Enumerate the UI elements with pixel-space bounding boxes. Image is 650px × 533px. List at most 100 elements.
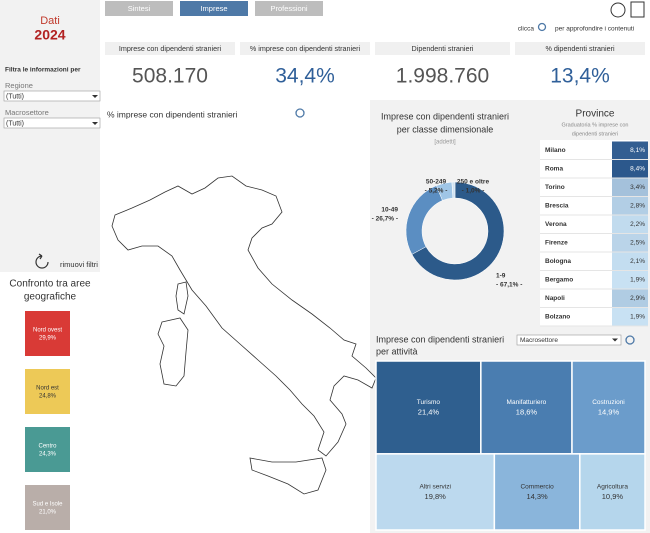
donut-segment bbox=[411, 181, 505, 281]
province-label: 1,9% bbox=[630, 277, 645, 284]
treemap-name: Altri servizi bbox=[419, 484, 450, 491]
province-cell bbox=[612, 215, 648, 233]
province-cell bbox=[612, 234, 648, 252]
kpi-label: % dipendenti stranieri bbox=[545, 44, 615, 53]
filter-value: (Tutti) bbox=[6, 120, 24, 127]
province-subtitle: dipendenti stranieri bbox=[572, 131, 618, 137]
filter-dropdown[interactable] bbox=[3, 117, 101, 129]
filter-label: Macrosettore bbox=[5, 108, 49, 117]
donut-label: - 1,0% - bbox=[462, 188, 485, 195]
font-icon[interactable] bbox=[630, 1, 645, 18]
donut-name: 10-49 bbox=[381, 207, 398, 214]
dropdown-arrow bbox=[92, 95, 98, 98]
compare-title: geografiche bbox=[24, 292, 77, 303]
kpi-value: 508.170 bbox=[132, 65, 208, 88]
province-name: Bolzano bbox=[545, 314, 570, 321]
province-label: 8,1% bbox=[630, 147, 645, 154]
area-box[interactable] bbox=[25, 485, 70, 530]
province-cell bbox=[612, 197, 648, 215]
kpi-label: Dipendenti stranieri bbox=[412, 44, 474, 53]
kpi-label-bg bbox=[375, 42, 510, 55]
province-label: 8,4% bbox=[630, 166, 645, 173]
treemap-cell[interactable] bbox=[493, 453, 581, 531]
kpi-value: 13,4% bbox=[550, 65, 610, 88]
donut-title: per classe dimensionale bbox=[397, 124, 494, 134]
province-name: Bologna bbox=[545, 258, 571, 265]
treemap-cell[interactable] bbox=[480, 360, 573, 455]
treemap-name: Manifatturiero bbox=[507, 399, 547, 406]
hint-before: clicca bbox=[518, 26, 535, 33]
italy-map bbox=[111, 175, 377, 495]
map-search-icon[interactable] bbox=[295, 108, 305, 118]
tab[interactable] bbox=[180, 1, 248, 16]
province-name: Brescia bbox=[545, 203, 569, 210]
treemap-cell[interactable] bbox=[579, 453, 646, 531]
province-cell bbox=[612, 289, 648, 307]
province-name: Torino bbox=[545, 184, 565, 191]
tab-label[interactable]: Imprese bbox=[200, 4, 227, 13]
treemap-name: Agricoltura bbox=[597, 484, 628, 491]
filter-heading: Filtra le informazioni per bbox=[5, 67, 81, 74]
tab-label[interactable]: Sintesi bbox=[128, 4, 151, 13]
area-name: Nord est bbox=[36, 386, 59, 392]
province-name: Verona bbox=[545, 221, 567, 228]
filter-dropdown[interactable] bbox=[3, 90, 101, 102]
province-cell bbox=[612, 271, 648, 289]
treemap-name: Commercio bbox=[520, 484, 554, 491]
area-name: Nord ovest bbox=[33, 328, 62, 334]
treemap-title: per attività bbox=[376, 346, 418, 356]
reset-icon[interactable] bbox=[35, 253, 49, 269]
province-name: Milano bbox=[545, 147, 566, 154]
province-label: 2,2% bbox=[630, 221, 645, 228]
reset-label[interactable]: rimuovi filtri bbox=[60, 260, 98, 269]
kpi-label: % imprese con dipendenti stranieri bbox=[250, 44, 361, 53]
province-label: 2,8% bbox=[630, 203, 645, 210]
search-icon[interactable] bbox=[537, 22, 547, 32]
treemap-label: 10,9% bbox=[602, 492, 624, 501]
area-box[interactable] bbox=[25, 369, 70, 414]
treemap-label: 19,8% bbox=[425, 492, 447, 501]
map-sicily bbox=[249, 457, 327, 495]
map-corsica bbox=[175, 281, 189, 315]
province-title: Province bbox=[576, 109, 615, 120]
treemap-name: Costruzioni bbox=[592, 399, 625, 406]
area-box[interactable] bbox=[25, 311, 70, 356]
treemap-label: 18,6% bbox=[516, 407, 538, 416]
tab[interactable] bbox=[105, 1, 173, 16]
donut-name: 1-9 bbox=[496, 273, 506, 280]
donut-label: - 5,2% - bbox=[425, 188, 448, 195]
province-cell bbox=[612, 141, 648, 159]
province-label: 2,5% bbox=[630, 240, 645, 247]
kpi-value: 1.998.760 bbox=[396, 65, 489, 88]
donut-label: - 67,1% - bbox=[496, 282, 522, 289]
province-label: 2,9% bbox=[630, 295, 645, 302]
province-label: 2,1% bbox=[630, 258, 645, 265]
tab[interactable] bbox=[255, 1, 323, 16]
treemap-title: Imprese con dipendenti stranieri bbox=[376, 334, 504, 344]
kpi-label: Imprese con dipendenti stranieri bbox=[119, 44, 222, 53]
hint-after: per approfondire i contenuti bbox=[555, 26, 634, 33]
area-box[interactable] bbox=[25, 427, 70, 472]
donut-segment bbox=[451, 181, 456, 199]
filter-value: (Tutti) bbox=[6, 93, 24, 100]
map-sardinia bbox=[157, 317, 189, 387]
sidebar-bg bbox=[0, 0, 100, 272]
province-name: Roma bbox=[545, 166, 563, 173]
donut-name: 50-249 bbox=[426, 179, 447, 186]
treemap-dropdown[interactable] bbox=[516, 334, 622, 346]
province-label: 1,9% bbox=[630, 314, 645, 321]
kpi-value: 34,4% bbox=[275, 65, 335, 88]
treemap-label: 21,4% bbox=[418, 407, 440, 416]
treemap-cell[interactable] bbox=[375, 360, 482, 455]
dropdown-arrow bbox=[92, 122, 98, 125]
treemap-cell[interactable] bbox=[375, 453, 496, 531]
help-icon[interactable] bbox=[610, 2, 626, 18]
tab-label[interactable]: Professioni bbox=[270, 4, 307, 13]
sidebar-title: Dati bbox=[40, 15, 60, 27]
treemap-search-icon[interactable] bbox=[625, 335, 635, 345]
area-label: 29,9% bbox=[39, 336, 57, 342]
area-label: 21,0% bbox=[39, 510, 57, 516]
treemap-cell[interactable] bbox=[571, 360, 646, 455]
sidebar-year: 2024 bbox=[34, 27, 65, 43]
